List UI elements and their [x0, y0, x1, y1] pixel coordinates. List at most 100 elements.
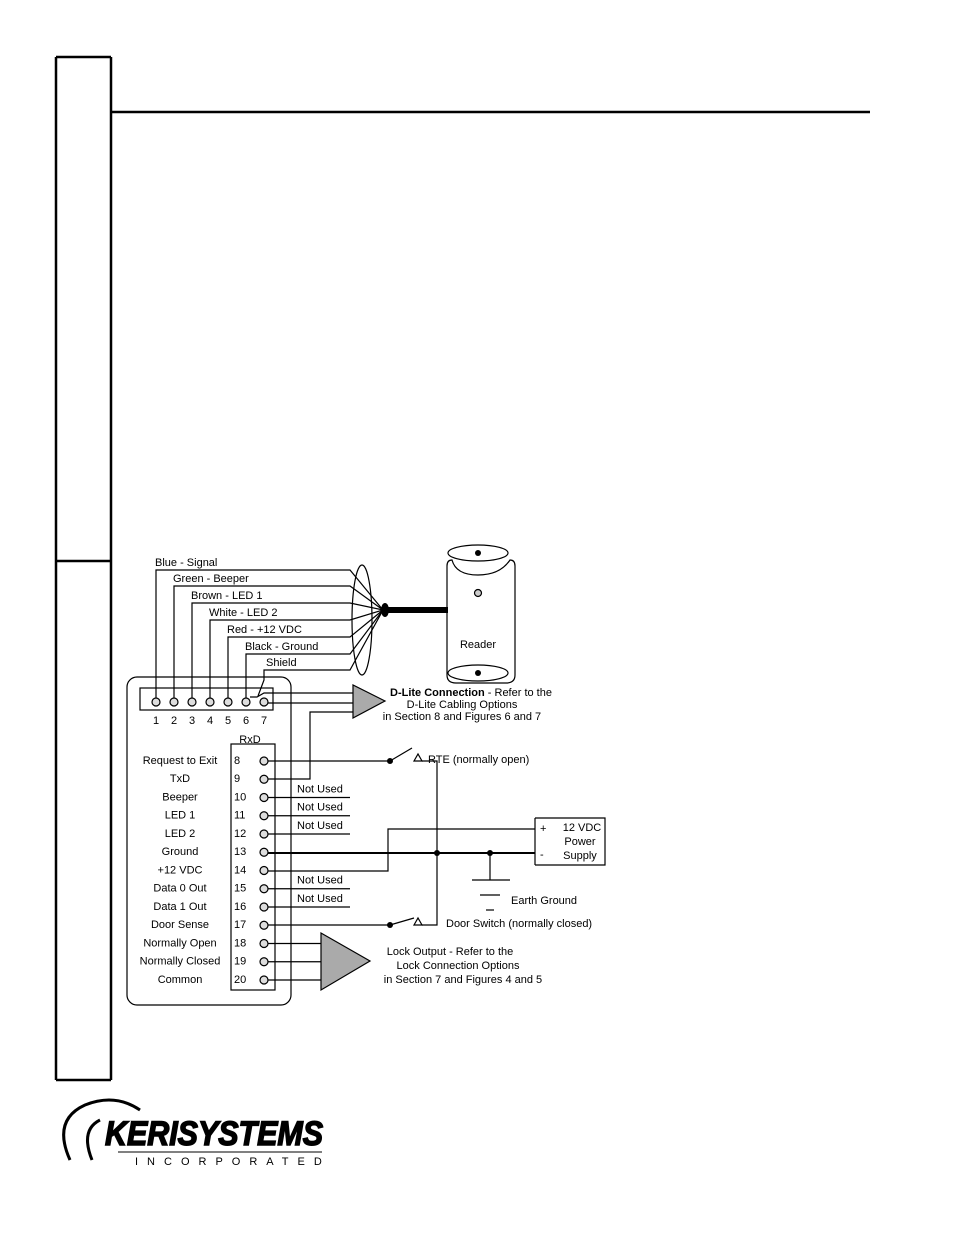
wire	[191, 602, 384, 698]
terminal-number: 3	[189, 715, 195, 727]
page-frame	[54, 55, 870, 1082]
dlite-line: in Section 8 and Figures 6 and 7	[383, 711, 541, 723]
wire-label: Brown - LED 1	[191, 590, 263, 602]
terminal	[259, 829, 269, 839]
power-line: Supply	[563, 850, 597, 862]
terminal-number: 13	[234, 846, 246, 858]
rte-label: RTE (normally open)	[428, 754, 529, 766]
cable-end	[381, 603, 389, 617]
reader-led	[473, 588, 483, 598]
door-switch-label: Door Switch (normally closed)	[446, 918, 592, 930]
lock-line: in Section 7 and Figures 4 and 5	[384, 974, 542, 986]
lock-triangle	[320, 931, 372, 992]
terminal-number: 8	[234, 755, 240, 767]
terminal	[169, 697, 179, 707]
wire-label: White - LED 2	[209, 607, 277, 619]
terminal-number: 2	[171, 715, 177, 727]
switch-lever	[389, 917, 415, 926]
screw	[475, 670, 481, 676]
wire	[268, 828, 535, 872]
wiring-diagram: Reader D-Lite Connection - Refer to the …	[126, 544, 606, 1006]
terminal-number: 12	[234, 828, 246, 840]
logo-sub: INCORPORATED	[135, 1156, 331, 1168]
terminal-label: +12 VDC	[158, 864, 203, 876]
terminal	[259, 697, 269, 707]
terminal	[259, 847, 269, 857]
terminal	[259, 938, 269, 949]
terminal-number: 16	[234, 901, 246, 913]
wire	[227, 609, 384, 698]
plus: +	[540, 823, 546, 835]
terminal-label: Ground	[162, 846, 199, 858]
terminal	[223, 697, 233, 707]
terminal	[259, 975, 269, 985]
dlite-line: - Refer to the	[485, 687, 552, 699]
terminal	[259, 865, 269, 876]
terminal-number: 11	[234, 810, 245, 822]
terminal-number: 5	[225, 715, 231, 727]
power-line: Power	[564, 836, 596, 848]
logo: KERISYSTEMS INCORPORATED	[62, 1098, 331, 1168]
earth-label: Earth Ground	[511, 895, 577, 907]
terminal	[259, 774, 269, 784]
junction	[434, 850, 440, 856]
terminal-number: 10	[234, 791, 246, 803]
wire-label: Shield	[266, 657, 297, 669]
terminal-number: 20	[234, 974, 246, 986]
switch-contact	[412, 752, 424, 762]
terminal-number: 1	[153, 715, 159, 727]
logo-name: KERISYSTEMS	[105, 1115, 323, 1153]
dlite-line: D-Lite Cabling Options	[407, 699, 518, 711]
wire-label: Blue - Signal	[155, 557, 217, 569]
note: Not Used	[297, 783, 343, 795]
terminal-label: Data 1 Out	[153, 901, 206, 913]
terminal	[259, 792, 269, 803]
wire	[245, 609, 384, 698]
terminal-label: Request to Exit	[143, 755, 218, 767]
terminal	[259, 902, 269, 912]
terminal	[187, 697, 197, 707]
reader-label: Reader	[460, 639, 496, 651]
note: Not Used	[297, 820, 343, 832]
wire	[250, 692, 353, 698]
dlite-text: D-Lite Connection - Refer to the	[390, 687, 552, 699]
lock-line: Lock Connection Options	[397, 960, 520, 972]
terminal-number: 14	[234, 864, 246, 876]
switch-contact	[412, 916, 424, 926]
minus: -	[540, 849, 544, 861]
terminal	[241, 697, 251, 707]
terminal-label: Data 0 Out	[153, 883, 206, 895]
cable-bundle	[351, 564, 373, 676]
wire	[173, 585, 384, 698]
wire	[422, 760, 438, 926]
terminal-number: 7	[261, 715, 267, 727]
terminal	[259, 884, 269, 894]
rxd-label: RxD	[239, 734, 260, 746]
note: Not Used	[297, 875, 343, 887]
terminal-number: 4	[207, 715, 213, 727]
wire	[209, 609, 384, 698]
terminal	[205, 697, 215, 707]
terminal-label: Door Sense	[151, 919, 209, 931]
lock-line: Lock Output - Refer to the	[387, 946, 514, 958]
wire-label: Red - +12 VDC	[227, 624, 302, 636]
wire	[268, 711, 353, 780]
terminal	[151, 697, 161, 707]
terminal-number: 6	[243, 715, 249, 727]
dlite-triangle	[352, 684, 387, 719]
terminal-number: 18	[234, 937, 246, 949]
screw	[475, 550, 481, 556]
terminal	[259, 811, 269, 821]
dlite-bold: D-Lite Connection	[390, 687, 485, 699]
terminal-label: TxD	[170, 773, 190, 785]
terminal-label: LED 1	[165, 810, 196, 822]
terminal-label: Normally Open	[143, 937, 216, 949]
rxd-block	[230, 743, 276, 991]
controller-box	[126, 676, 292, 1006]
note: Not Used	[297, 893, 343, 905]
wire	[257, 609, 384, 697]
reader-body	[446, 559, 516, 684]
reader-terminal-block	[139, 687, 274, 711]
